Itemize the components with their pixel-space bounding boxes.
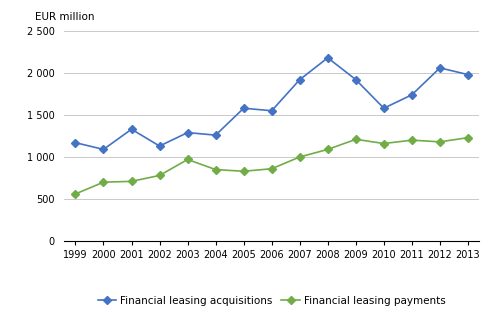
Financial leasing acquisitions — [212, 133, 218, 137]
Financial leasing payments — [297, 155, 303, 159]
Line: Financial leasing acquisitions: Financial leasing acquisitions — [73, 55, 471, 152]
Financial leasing payments — [353, 138, 359, 141]
Financial leasing payments — [212, 168, 218, 171]
Financial leasing payments — [409, 138, 415, 142]
Financial leasing acquisitions — [73, 141, 79, 145]
Financial leasing acquisitions — [465, 73, 471, 76]
Financial leasing acquisitions — [381, 106, 387, 110]
Financial leasing acquisitions — [325, 56, 331, 60]
Financial leasing payments — [100, 180, 106, 184]
Financial leasing acquisitions — [128, 127, 134, 131]
Financial leasing payments — [269, 167, 275, 171]
Financial leasing payments — [73, 192, 79, 196]
Financial leasing payments — [437, 140, 443, 144]
Text: EUR million: EUR million — [35, 12, 95, 23]
Line: Financial leasing payments: Financial leasing payments — [73, 135, 471, 197]
Financial leasing payments — [128, 180, 134, 183]
Financial leasing payments — [381, 142, 387, 145]
Financial leasing payments — [185, 158, 191, 161]
Financial leasing acquisitions — [185, 131, 191, 134]
Financial leasing acquisitions — [100, 148, 106, 151]
Legend: Financial leasing acquisitions, Financial leasing payments: Financial leasing acquisitions, Financia… — [94, 292, 449, 309]
Financial leasing payments — [325, 148, 331, 151]
Financial leasing payments — [241, 169, 247, 173]
Financial leasing acquisitions — [269, 109, 275, 112]
Financial leasing acquisitions — [437, 66, 443, 70]
Financial leasing acquisitions — [241, 106, 247, 110]
Financial leasing payments — [157, 174, 163, 177]
Financial leasing acquisitions — [157, 144, 163, 148]
Financial leasing acquisitions — [353, 78, 359, 82]
Financial leasing acquisitions — [297, 78, 303, 82]
Financial leasing acquisitions — [409, 93, 415, 97]
Financial leasing payments — [465, 136, 471, 139]
